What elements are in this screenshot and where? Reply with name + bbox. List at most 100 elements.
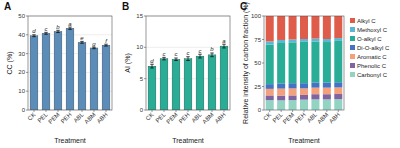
- error-bar: [162, 57, 166, 60]
- error-stem: [176, 58, 177, 61]
- bar-segment: [289, 95, 297, 100]
- y-tick: [26, 91, 28, 92]
- bar-segment: [311, 94, 319, 99]
- bar-segment: [277, 83, 285, 88]
- x-tick: [152, 110, 153, 112]
- bar: [160, 59, 168, 110]
- bar: [184, 59, 192, 110]
- bar: [172, 59, 180, 110]
- y-tick-label: 0: [258, 107, 262, 113]
- bar-segment: [266, 89, 274, 96]
- error-cap: [32, 36, 36, 37]
- x-tick-label: ABM: [316, 111, 329, 124]
- bar-segment: [277, 89, 285, 96]
- error-stem: [200, 54, 201, 58]
- y-tick: [262, 63, 264, 64]
- error-bar: [198, 54, 202, 58]
- error-cap: [68, 29, 72, 30]
- error-bar: [80, 41, 84, 43]
- grid-line: [146, 47, 230, 48]
- error-cap: [56, 32, 60, 33]
- error-bar: [32, 35, 36, 37]
- annotation: d: [32, 28, 36, 34]
- bar: [208, 55, 216, 110]
- y-axis-label: AI (%): [124, 53, 132, 72]
- error-cap: [80, 41, 84, 42]
- error-stem: [212, 53, 213, 57]
- error-cap: [210, 52, 214, 53]
- error-cap: [80, 43, 84, 44]
- bar-segment: [323, 39, 331, 42]
- bar-segment: [277, 40, 285, 43]
- error-bar: [44, 32, 48, 34]
- annotation: a: [68, 21, 72, 27]
- marks: [148, 44, 228, 110]
- x-tick-label: CK: [145, 111, 155, 121]
- bar: [78, 42, 86, 110]
- error-cap: [198, 54, 202, 55]
- legend-swatch: [350, 72, 355, 77]
- bar-segment: [266, 45, 274, 84]
- legend-swatch: [350, 63, 355, 68]
- bar-segment: [277, 43, 285, 83]
- y-tick: [26, 16, 28, 17]
- bar: [66, 28, 74, 110]
- error-cap: [198, 57, 202, 58]
- x-tick: [70, 110, 71, 112]
- x-tick-label: ABH: [214, 111, 227, 124]
- error-bar: [186, 57, 190, 61]
- annotation: e: [80, 35, 84, 41]
- error-bar: [104, 44, 108, 46]
- x-tick-label: ABH: [96, 111, 109, 124]
- x-tick-label: PEM: [47, 111, 60, 124]
- bar-segment: [300, 16, 308, 39]
- y-tick-label: 0: [22, 107, 26, 113]
- annotation: c: [187, 50, 190, 56]
- error-bar: [68, 27, 72, 29]
- bar-segment: [277, 96, 285, 101]
- legend-entry: Alkyl C: [357, 18, 376, 24]
- y-tick-label: 10: [136, 44, 143, 50]
- bar: [196, 56, 204, 110]
- bar-segment: [323, 42, 331, 82]
- y-tick: [144, 110, 146, 111]
- y-tick-label: 5: [140, 76, 144, 82]
- bar-segment: [289, 100, 297, 110]
- bar-segment: [289, 16, 297, 40]
- bar-segment: [311, 42, 319, 83]
- x-tick: [212, 110, 213, 112]
- bar-segment: [334, 82, 342, 87]
- error-bar: [210, 53, 214, 57]
- error-cap: [162, 59, 166, 60]
- y-tick-label: 0: [140, 107, 144, 113]
- y-tick: [144, 16, 146, 17]
- y-tick: [262, 39, 264, 40]
- annotation: c: [175, 51, 178, 57]
- chart-figure: dcbaegf01020304050CKPELPEMPEHABLABMABHTr…: [0, 0, 400, 148]
- error-cap: [104, 44, 108, 45]
- error-bar: [56, 30, 60, 32]
- y-tick-label: 40: [18, 32, 25, 38]
- x-tick: [94, 110, 95, 112]
- legend-entry: Carbonyl C: [357, 72, 388, 78]
- y-tick: [26, 110, 28, 111]
- legend: Alkyl CMethoxyl CO-alkyl CDi-O-alkyl CAr…: [350, 18, 390, 78]
- x-tick: [176, 110, 177, 112]
- bar-segment: [266, 84, 274, 89]
- bar: [54, 31, 62, 110]
- bar-segment: [289, 40, 297, 43]
- annotation: c: [45, 26, 48, 32]
- marks: [266, 16, 343, 110]
- x-tick: [224, 110, 225, 112]
- plot-frame: [28, 16, 112, 110]
- error-cap: [186, 60, 190, 61]
- y-tick: [26, 72, 28, 73]
- legend-swatch: [350, 45, 355, 50]
- x-tick: [338, 110, 339, 112]
- bar: [30, 36, 38, 110]
- bar-segment: [289, 42, 297, 83]
- error-cap: [44, 32, 48, 33]
- error-cap: [222, 47, 226, 48]
- y-tick: [262, 86, 264, 87]
- bar-segment: [334, 16, 342, 38]
